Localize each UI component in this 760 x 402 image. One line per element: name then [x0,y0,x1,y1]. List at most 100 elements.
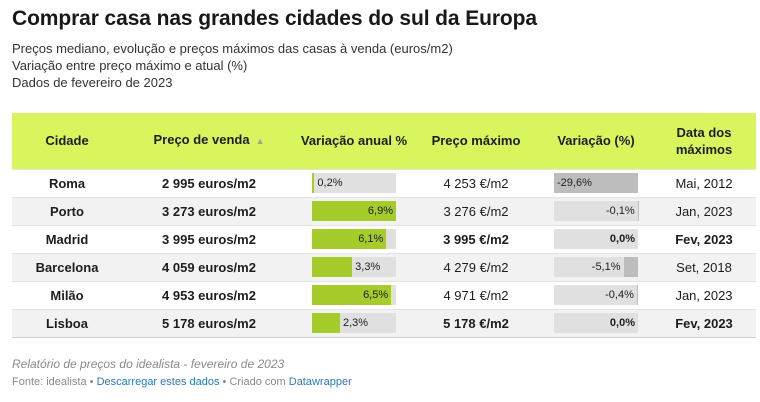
var-from-max-bar-track: -29,6% [554,173,638,193]
city-cell: Roma [12,168,122,197]
table-row: Milão 4 953 euros/m2 6,5% 4 971 €/m2 -0,4% Ja… [12,280,756,309]
city-cell: Madrid [12,224,122,253]
annual-change-label: 2,3% [343,317,369,329]
max-price-cell: 3 995 €/m2 [412,224,540,253]
annual-change-bar [312,257,353,277]
column-header-label: Variação (%) [557,133,635,149]
data-table: Cidade Preço de venda ▲ Variação anual % … [12,113,756,338]
annual-change-cell: 6,9% [296,196,412,225]
column-header-label: Data dos máximos [675,124,733,157]
city-cell: Barcelona [12,252,122,281]
max-price-cell: 4 279 €/m2 [412,252,540,281]
var-from-max-label: -0,1% [605,205,635,217]
var-from-max-bar [554,173,638,193]
annual-change-label: 0,2% [317,177,343,189]
max-price-cell: 4 253 €/m2 [412,168,540,197]
annual-change-bar-track: 6,9% [312,201,396,221]
annual-change-cell: 3,3% [296,252,412,281]
column-header-sale-price[interactable]: Preço de venda ▲ [122,113,296,169]
table-row: Porto 3 273 euros/m2 6,9% 3 276 €/m2 -0,1% Ja… [12,196,756,225]
column-header-label: Variação anual % [300,133,408,149]
sale-price-cell: 3 273 euros/m2 [122,196,296,225]
column-header-annual-change[interactable]: Variação anual % [296,113,412,169]
city-cell: Porto [12,196,122,225]
chart-container: Comprar casa nas grandes cidades do sul … [12,6,756,390]
table-header-row: Cidade Preço de venda ▲ Variação anual % … [12,113,756,169]
subtitle-line: Dados de fevereiro de 2023 [12,75,173,90]
annual-change-bar [312,173,315,193]
annual-change-cell: 6,5% [296,280,412,309]
column-header-max-date[interactable]: Data dos máximos [652,113,756,169]
subtitle-line: Preços mediano, evolução e preços máximo… [12,41,453,56]
var-from-max-label: -29,6% [557,177,592,189]
var-from-max-bar-track: -5,1% [554,257,638,277]
var-from-max-cell: -5,1% [540,252,652,281]
var-from-max-cell: 0,0% [540,224,652,253]
subtitle-line: Variação entre preço máximo e atual (%) [12,58,248,73]
annual-change-bar [312,285,392,305]
max-date-cell: Fev, 2023 [652,224,756,253]
sale-price-cell: 2 995 euros/m2 [122,168,296,197]
var-from-max-label: -5,1% [591,261,621,273]
annual-change-label: 6,1% [358,233,384,245]
max-price-cell: 4 971 €/m2 [412,280,540,309]
max-date-cell: Mai, 2012 [652,168,756,197]
chart-subtitle: Preços mediano, evolução e preços máximo… [12,40,756,91]
sale-price-cell: 4 059 euros/m2 [122,252,296,281]
max-price-cell: 5 178 €/m2 [412,308,540,338]
table-body: Roma 2 995 euros/m2 0,2% 4 253 €/m2 -29,6% Ma… [12,168,756,338]
source-text: Fonte: idealista [12,375,87,388]
column-header-label: Cidade [45,133,89,149]
city-cell: Lisboa [12,308,122,338]
footer-separator: • [86,375,97,388]
notes: Relatório de preços do idealista - fever… [12,356,285,371]
table-row: Lisboa 5 178 euros/m2 2,3% 5 178 €/m2 0,0% Fe… [12,308,756,338]
annual-change-bar-track: 6,1% [312,229,396,249]
annual-change-cell: 0,2% [296,168,412,197]
var-from-max-cell: -0,1% [540,196,652,225]
annual-change-label: 6,9% [367,205,393,217]
var-from-max-label: -0,4% [605,289,634,301]
footer-separator: • Criado com [219,375,289,388]
annual-change-label: 6,5% [363,289,389,301]
max-date-cell: Set, 2018 [652,252,756,281]
column-header-label: Preço de venda [153,132,250,148]
var-from-max-label: 0,0% [609,317,635,329]
var-from-max-bar [636,285,638,305]
annual-change-bar-track: 6,5% [312,285,396,305]
var-from-max-bar-track: -0,1% [554,201,638,221]
sale-price-cell: 5 178 euros/m2 [122,308,296,338]
table-row: Barcelona 4 059 euros/m2 3,3% 4 279 €/m2 -5,… [12,252,756,281]
max-date-cell: Jan, 2023 [652,280,756,309]
annual-change-label: 3,3% [355,261,381,273]
max-price-cell: 3 276 €/m2 [412,196,540,225]
column-header-city[interactable]: Cidade [12,113,122,169]
footer: Fonte: idealista • Descarregar estes dad… [12,374,756,390]
var-from-max-label: 0,0% [609,233,635,245]
var-from-max-cell: -29,6% [540,168,652,197]
max-date-cell: Jan, 2023 [652,196,756,225]
var-from-max-cell: 0,0% [540,308,652,338]
column-header-var-from-max[interactable]: Variação (%) [540,113,652,169]
var-from-max-bar-track: 0,0% [554,229,638,249]
var-from-max-cell: -0,4% [540,280,652,309]
column-header-label: Preço máximo [431,133,521,149]
annual-change-bar [312,201,396,221]
download-data-link[interactable]: Descarregar estes dados [96,375,220,388]
annual-change-bar-track: 3,3% [312,257,396,277]
annual-change-cell: 6,1% [296,224,412,253]
sale-price-cell: 4 953 euros/m2 [122,280,296,309]
sale-price-cell: 3 995 euros/m2 [122,224,296,253]
var-from-max-bar [623,257,638,277]
max-date-cell: Fev, 2023 [652,308,756,338]
var-from-max-bar-track: 0,0% [554,313,638,333]
var-from-max-bar-track: -0,4% [554,285,638,305]
chart-title: Comprar casa nas grandes cidades do sul … [12,7,537,30]
annual-change-bar [312,229,387,249]
column-header-max-price[interactable]: Preço máximo [412,113,540,169]
datawrapper-link[interactable]: Datawrapper [288,375,352,388]
city-cell: Milão [12,280,122,309]
annual-change-bar-track: 2,3% [312,313,396,333]
annual-change-cell: 2,3% [296,308,412,338]
annual-change-bar-track: 0,2% [312,173,396,193]
